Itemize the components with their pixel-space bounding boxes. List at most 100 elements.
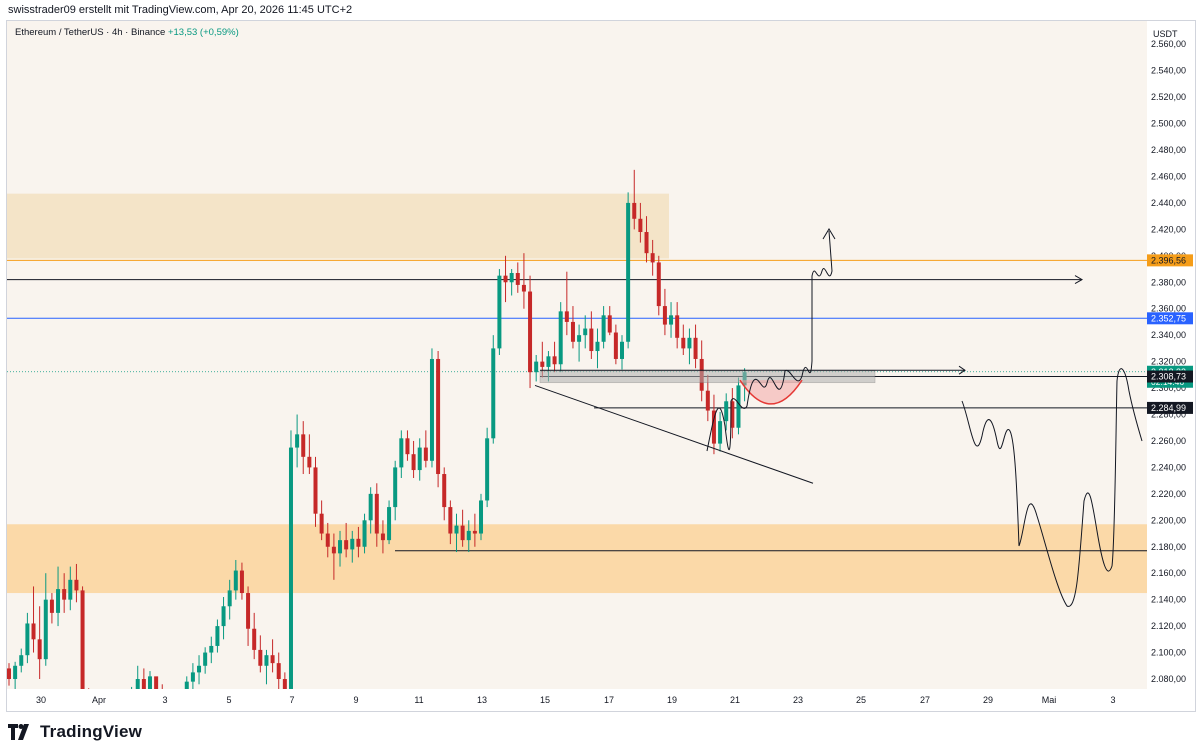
candle-body xyxy=(7,668,11,679)
candle-body xyxy=(485,438,490,501)
price-tick-label: 2.220,00 xyxy=(1151,489,1186,499)
price-label-box xyxy=(1147,312,1193,325)
candle-body xyxy=(479,500,484,534)
candle-body xyxy=(295,434,300,448)
tradingview-icon xyxy=(8,724,29,740)
candle-body xyxy=(252,628,257,650)
candle-body xyxy=(68,579,73,600)
bearish-projection-path xyxy=(961,368,1143,607)
symbol-title: Ethereum / TetherUS · 4h · Binance xyxy=(15,27,166,38)
candle-body xyxy=(43,599,48,660)
candlestick-chart[interactable]: 2.560,00 2.540,00 2.520,00 2.500,00 2.480,00… xyxy=(7,21,1195,711)
time-axis-background xyxy=(7,689,1147,711)
price-label-box xyxy=(1147,401,1193,414)
candle-body xyxy=(154,676,159,693)
time-tick-label: 17 xyxy=(604,695,614,705)
price-tick-label: 2.360,00 xyxy=(1151,304,1186,314)
tradingview-wordmark: TradingView xyxy=(40,722,143,741)
candle-body xyxy=(705,390,710,411)
candle-body xyxy=(528,291,533,373)
candle-body xyxy=(448,507,453,534)
candle-body xyxy=(399,438,404,468)
support-zone xyxy=(7,524,1147,594)
price-label-text: 2.352,75 xyxy=(1151,313,1186,323)
candle-body xyxy=(552,356,557,365)
candle-body xyxy=(215,626,220,646)
candle-body xyxy=(497,275,502,349)
candle-body xyxy=(613,332,618,359)
candle-body xyxy=(338,540,343,554)
time-tick-label: 30 xyxy=(36,695,46,705)
candle-body xyxy=(190,672,195,682)
price-tick-label: 2.140,00 xyxy=(1151,595,1186,605)
candle-body xyxy=(650,253,655,263)
candle-body xyxy=(301,434,306,457)
candle-body xyxy=(546,356,551,367)
candle-body xyxy=(276,663,281,679)
candle-body xyxy=(687,337,692,349)
candle-body xyxy=(141,679,146,690)
candle-body xyxy=(558,311,563,365)
candle-body xyxy=(429,358,434,461)
time-tick-label: 27 xyxy=(920,695,930,705)
tradingview-logo[interactable]: TradingView xyxy=(8,722,142,742)
time-axis: 30 Apr 3 5 7 9 11 13 15 17 19 21 23 25 27 29 Mai 3 xyxy=(7,689,1147,711)
candle-body xyxy=(74,579,79,591)
candle-body xyxy=(718,421,723,444)
candle-body xyxy=(313,467,318,514)
candle-body xyxy=(669,315,674,325)
consolidation-box xyxy=(539,370,876,384)
attribution-bar: swisstrader09 erstellt mit TradingView.c… xyxy=(0,0,1200,20)
candle-body xyxy=(454,525,459,534)
price-tick-label: 2.520,00 xyxy=(1151,92,1186,102)
cup-outline xyxy=(739,379,803,405)
candle-body xyxy=(380,533,385,541)
candle-body xyxy=(411,454,416,471)
price-tick-label: 2.560,00 xyxy=(1151,39,1186,49)
candle-body xyxy=(319,513,324,534)
candle-body xyxy=(601,315,606,342)
candle-body xyxy=(460,525,465,541)
candle-body xyxy=(534,361,539,373)
candle-body xyxy=(503,275,508,283)
bullish-projection-arrow xyxy=(822,228,836,240)
price-tick-label: 2.460,00 xyxy=(1151,171,1186,181)
time-tick-label: 13 xyxy=(477,695,487,705)
candle-body xyxy=(515,273,520,285)
candle-body xyxy=(307,456,312,468)
candle-body xyxy=(466,530,471,541)
candle-body xyxy=(638,218,643,233)
candle-body xyxy=(423,447,428,461)
candle-body xyxy=(589,328,594,352)
time-tick-label: 15 xyxy=(540,695,550,705)
candle-body xyxy=(209,645,214,653)
price-tick-label: 2.340,00 xyxy=(1151,330,1186,340)
time-tick-label: 23 xyxy=(793,695,803,705)
candle-body xyxy=(288,447,293,703)
candle-body xyxy=(442,474,447,508)
candle-body xyxy=(135,679,140,695)
candle-body xyxy=(693,337,698,359)
candle-body xyxy=(417,447,422,471)
price-label-text: 2.396,56 xyxy=(1151,255,1186,265)
chart-frame[interactable]: 2.560,00 2.540,00 2.520,00 2.500,00 2.480,00… xyxy=(6,20,1196,712)
price-tick-label: 2.160,00 xyxy=(1151,568,1186,578)
price-tick-label: 2.120,00 xyxy=(1151,621,1186,631)
time-tick-label: 19 xyxy=(667,695,677,705)
resistance-zone xyxy=(7,193,669,259)
candle-body xyxy=(540,361,545,367)
time-tick-label: Mai xyxy=(1042,695,1057,705)
price-tick-label: 2.300,00 xyxy=(1151,383,1186,393)
candle-body xyxy=(564,311,569,322)
price-tick-label: 2.180,00 xyxy=(1151,542,1186,552)
time-tick-label: 7 xyxy=(289,695,294,705)
candle-body xyxy=(405,438,410,455)
candle-body xyxy=(662,306,667,325)
time-tick-label: 5 xyxy=(226,695,231,705)
candle-body xyxy=(227,590,232,607)
price-label-box xyxy=(1147,254,1193,267)
price-tick-label: 2.380,00 xyxy=(1151,277,1186,287)
candle-body xyxy=(258,649,263,666)
candle-body xyxy=(436,358,441,475)
candle-body xyxy=(472,530,477,534)
